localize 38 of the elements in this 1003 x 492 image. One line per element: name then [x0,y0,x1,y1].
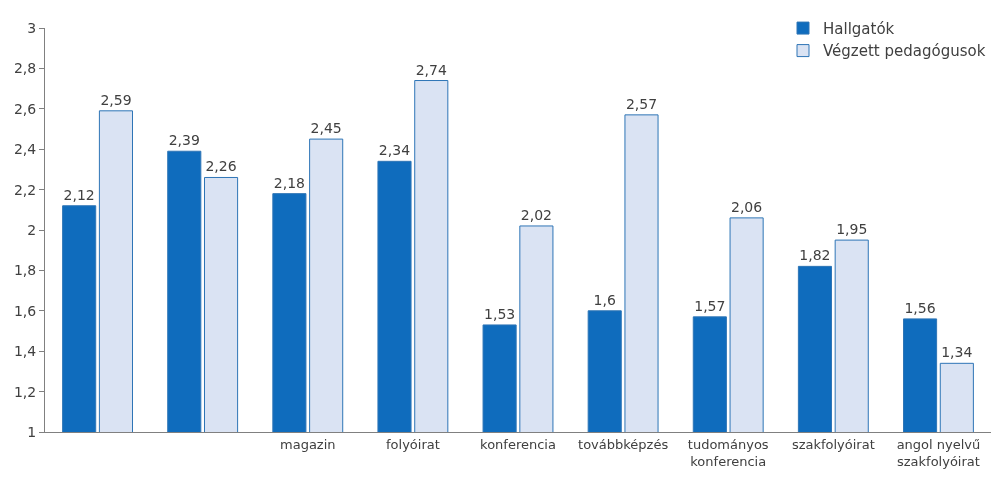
data-label: 1,56 [904,299,936,316]
x-tick-label: tudományos konferencia [687,436,769,469]
data-label: 1,34 [941,344,973,361]
x-tick-label: konferencia [480,436,556,452]
legend-label: Hallgatók [823,19,895,38]
data-label: 1,82 [799,247,831,264]
data-label: 2,18 [273,174,305,191]
x-tick-label: folyóirat [385,436,440,452]
x-tick-label: angol nyelvű szakfolyóirat [896,436,981,469]
y-tick-label: 1,6 [13,302,37,319]
data-label: 2,34 [378,142,411,159]
data-label: 2,26 [205,158,237,175]
y-tick-label: 1,4 [13,343,37,360]
x-tick-label: továbbképzés [578,436,669,452]
data-label: 2,74 [415,61,447,78]
data-label: 1,95 [836,221,868,238]
data-label: 1,53 [484,305,516,322]
y-tick-label: 3 [27,19,37,36]
y-tick-label: 2,2 [13,181,37,198]
data-label: 2,39 [168,132,200,149]
data-label: 1,6 [593,291,616,308]
y-tick-label: 2,6 [13,100,37,117]
data-label: 2,45 [310,120,342,137]
x-tick-label: szakfolyóirat [791,436,875,452]
data-label: 2,12 [63,186,95,203]
y-tick-label: 2,4 [13,141,37,158]
data-label: 1,57 [694,297,726,314]
data-label: 2,02 [520,206,552,223]
y-tick-label: 2 [27,221,37,238]
y-tick-label: 1,2 [13,383,37,400]
y-tick-label: 2,8 [13,60,37,77]
legend-label: Végzett pedagógusok [823,42,986,61]
data-label: 2,57 [625,95,658,112]
y-tick-label: 1 [27,423,37,440]
data-label: 2,06 [730,198,763,215]
y-tick-label: 1,8 [13,262,37,279]
x-tick-label: magazin [280,436,336,452]
data-label: 2,59 [100,91,132,108]
